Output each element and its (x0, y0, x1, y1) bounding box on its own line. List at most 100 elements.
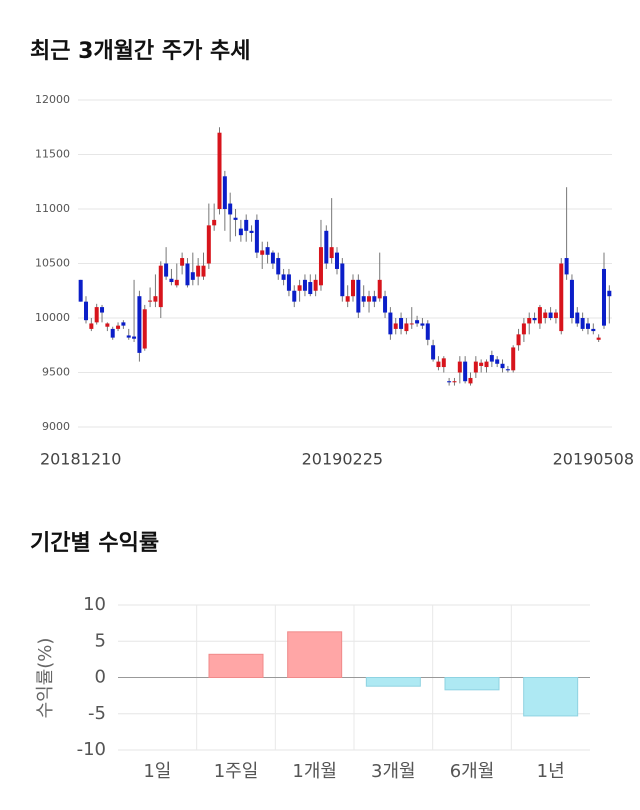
candle-body (180, 258, 185, 266)
candle-body (318, 247, 323, 286)
bar (208, 653, 264, 678)
candle-body (254, 219, 259, 253)
candle-body (297, 285, 302, 291)
y-tick-label: 11500 (35, 148, 70, 161)
candle-body (158, 265, 163, 308)
candle-body (222, 176, 227, 209)
candle-body (489, 355, 494, 362)
candle-body (249, 230, 254, 233)
candle-body (383, 296, 388, 313)
candle-body (596, 337, 601, 340)
candle-body (89, 323, 94, 329)
candle-body (601, 268, 606, 326)
candle-body (201, 265, 206, 277)
bar (444, 677, 500, 691)
candle-body (516, 334, 521, 346)
candle-body (372, 296, 377, 302)
chart-title: 기간별 수익률 (30, 531, 159, 556)
y-tick-label: 10000 (35, 311, 70, 324)
y-axis-label: 수익률(%) (35, 638, 56, 719)
candle-body (548, 312, 553, 318)
y-tick-label: 11000 (35, 202, 70, 215)
candle-body (580, 318, 585, 329)
candle-body (484, 361, 489, 368)
candle-body (153, 296, 158, 302)
candle-body (351, 279, 356, 297)
candle-body (281, 274, 286, 280)
x-tick-label: 1일 (143, 761, 171, 782)
candle-body (473, 361, 478, 373)
x-tick-label: 6개월 (450, 761, 495, 782)
x-tick-label: 1개월 (292, 761, 337, 782)
x-tick-label: 1주일 (214, 761, 259, 782)
candle-body (564, 258, 569, 275)
candle-body (463, 361, 468, 382)
candle-body (431, 345, 436, 360)
candle-body (425, 323, 430, 340)
candle-body (404, 323, 409, 332)
y-tick-label: -5 (88, 703, 106, 724)
y-tick-label: 0 (95, 667, 106, 688)
bar (523, 677, 579, 717)
candle-body (607, 290, 612, 297)
x-tick-label: 20181210 (40, 450, 121, 469)
candle-body (276, 258, 281, 275)
candle-body (367, 296, 372, 302)
candle-body (174, 279, 179, 286)
candle-body (591, 328, 596, 332)
candle-body (94, 307, 99, 323)
candle-body (399, 318, 404, 329)
candle-body (164, 263, 169, 277)
candle-body (292, 290, 297, 302)
candle-body (329, 247, 334, 259)
candle-body (537, 307, 542, 324)
candle-body (511, 347, 516, 371)
candle-body (169, 278, 174, 283)
y-tick-label: 9500 (42, 366, 70, 379)
candle-body (142, 309, 147, 349)
candle-body (110, 328, 115, 338)
candle-body (569, 279, 574, 318)
candle-body (244, 219, 249, 231)
candle-body (334, 252, 339, 269)
candle-body (313, 279, 318, 291)
x-tick-label: 20190225 (302, 450, 383, 469)
candle-body (132, 336, 137, 339)
y-tick-label: 12000 (35, 93, 70, 106)
candle-body (238, 228, 243, 236)
candle-body (393, 323, 398, 329)
candle-body (324, 230, 329, 264)
candle-body (260, 250, 265, 255)
candle-body (84, 301, 89, 321)
candle-body (441, 358, 446, 368)
candle-body (302, 279, 307, 291)
candle-body (228, 203, 233, 215)
y-tick-label: -10 (77, 739, 106, 760)
candle-body (105, 323, 110, 327)
candle-body (217, 132, 222, 209)
candle-body (452, 381, 457, 383)
candle-body (345, 296, 350, 302)
candle-body (420, 323, 425, 326)
candle-body (505, 369, 510, 371)
candle-body (527, 318, 532, 324)
candle-body (126, 335, 131, 338)
x-tick-label: 3개월 (371, 761, 416, 782)
y-tick-label: 5 (95, 630, 106, 651)
bar (287, 631, 343, 679)
candle-body (137, 296, 142, 353)
candle-body (308, 282, 313, 295)
y-tick-label: 9000 (42, 420, 70, 433)
candle-body (356, 279, 361, 313)
candle-body (212, 219, 217, 226)
candle-body (233, 217, 238, 220)
candle-body (468, 377, 473, 384)
candle-body (265, 247, 270, 255)
x-tick-label: 20190508 (553, 450, 634, 469)
y-tick-label: 10 (83, 594, 106, 615)
candle-body (116, 325, 121, 329)
candle-body (500, 363, 505, 369)
candle-body (185, 263, 190, 286)
candle-body (521, 323, 526, 335)
